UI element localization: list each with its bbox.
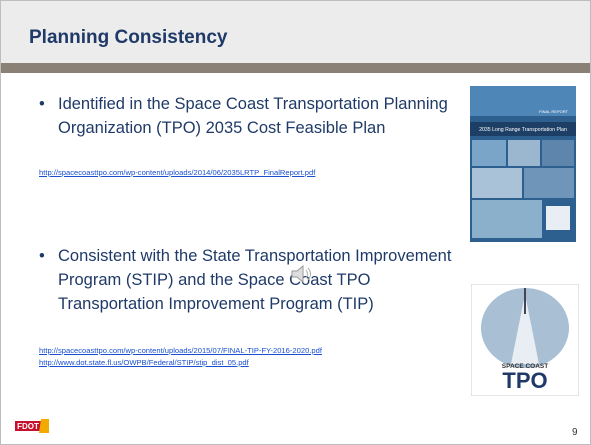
link[interactable]: http://spacecoasttpo.com/wp-content/uplo… bbox=[39, 168, 315, 177]
link[interactable]: http://www.dot.state.fl.us/OWPB/Federal/… bbox=[39, 358, 249, 367]
link[interactable]: http://spacecoasttpo.com/wp-content/uplo… bbox=[39, 346, 322, 355]
fdot-logo: FDOT bbox=[15, 415, 51, 435]
logo-text: TPO bbox=[502, 368, 547, 393]
tpo-logo: SPACE COAST TPO bbox=[471, 284, 579, 396]
page: Planning Consistency Identified in the S… bbox=[0, 0, 591, 445]
speaker-icon[interactable] bbox=[289, 263, 313, 285]
cover-title: 2035 Long Range Transportation Plan bbox=[479, 127, 567, 133]
slide-number: 9 bbox=[572, 427, 578, 438]
bullet-text: Identified in the Space Coast Transporta… bbox=[39, 92, 478, 140]
cover-label: FINAL REPORT bbox=[539, 109, 568, 114]
report-cover: FINAL REPORT 2035 Long Range Transportat… bbox=[470, 86, 576, 242]
slide: Planning Consistency Identified in the S… bbox=[0, 0, 591, 445]
bullet-text: Consistent with the State Transportation… bbox=[39, 244, 478, 316]
fdot-text: FDOT bbox=[17, 422, 39, 431]
header-strip bbox=[1, 63, 590, 73]
slide-title: Planning Consistency bbox=[29, 27, 227, 49]
